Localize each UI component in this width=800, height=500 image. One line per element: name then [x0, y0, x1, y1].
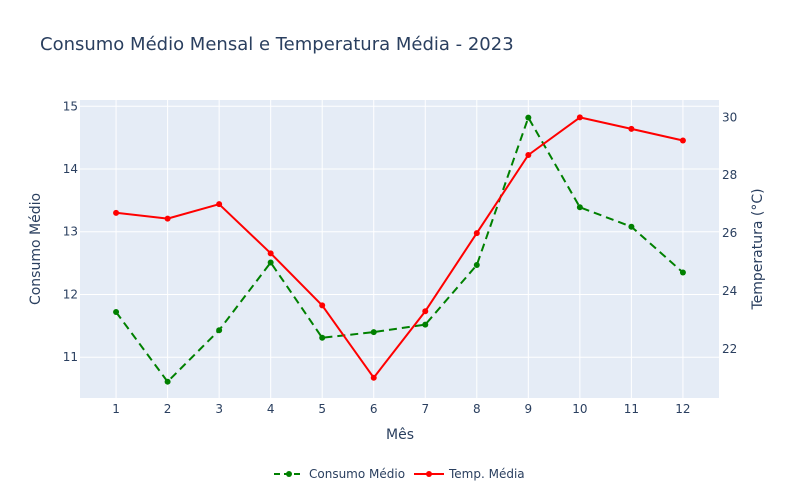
data-point-series-2 [525, 151, 532, 158]
x-tick-label: 4 [267, 402, 275, 416]
x-axis-title: Mês [386, 427, 414, 443]
y-tick-label: 13 [63, 225, 78, 239]
data-point-series-1 [216, 327, 223, 334]
x-tick-label: 10 [572, 402, 587, 416]
data-point-series-2 [422, 308, 429, 315]
data-point-series-1 [319, 334, 326, 341]
data-point-series-1 [113, 309, 120, 316]
data-point-series-1 [525, 114, 532, 121]
data-point-series-2 [216, 201, 223, 208]
data-point-series-1 [576, 204, 583, 211]
data-point-series-2 [113, 209, 120, 216]
x-tick-label: 12 [675, 402, 690, 416]
x-tick-label: 2 [164, 402, 172, 416]
data-point-series-2 [164, 215, 171, 222]
data-point-series-1 [628, 223, 635, 230]
y2-tick-label: 24 [722, 284, 737, 298]
data-point-series-1 [267, 259, 274, 266]
data-point-series-2 [628, 125, 635, 132]
y2-tick-label: 30 [722, 110, 737, 124]
y-tick-label: 14 [63, 162, 78, 176]
x-tick-label: 8 [473, 402, 481, 416]
series-line-1 [115, 116, 684, 383]
data-point-series-1 [422, 321, 429, 328]
y-tick-label: 12 [63, 287, 78, 301]
chart-title: Consumo Médio Mensal e Temperatura Média… [40, 34, 514, 55]
x-tick-label: 7 [421, 402, 429, 416]
data-point-series-1 [164, 378, 171, 385]
x-tick-label: 6 [370, 402, 378, 416]
x-tick-label: 9 [525, 402, 533, 416]
legend-marker-1 [286, 471, 292, 477]
data-point-series-2 [267, 250, 274, 257]
data-point-series-2 [473, 230, 480, 237]
legend: Consumo Médio Temp. Média [274, 467, 525, 481]
y2-tick-label: 28 [722, 168, 737, 182]
data-series [113, 114, 686, 385]
x-tick-label: 11 [624, 402, 639, 416]
y-tick-label: 15 [63, 99, 78, 113]
data-point-series-2 [370, 374, 377, 381]
x-tick-label: 1 [112, 402, 120, 416]
y2-axis-title: Temperatura (°C) [750, 188, 766, 310]
y2-tick-label: 26 [722, 226, 737, 240]
y2-tick-label: 22 [722, 342, 737, 356]
legend-label-1: Consumo Médio [309, 467, 405, 481]
data-point-series-1 [370, 329, 377, 336]
data-point-series-2 [576, 114, 583, 121]
data-point-series-2 [679, 137, 686, 144]
data-point-series-1 [679, 269, 686, 276]
x-tick-label: 5 [318, 402, 326, 416]
y-axis-title: Consumo Médio [28, 193, 44, 305]
gridlines [80, 100, 719, 398]
legend-marker-2 [426, 471, 432, 477]
x-tick-label: 3 [215, 402, 223, 416]
data-point-series-1 [473, 261, 480, 268]
legend-label-2: Temp. Média [448, 467, 525, 481]
series-line-2 [115, 116, 684, 379]
y-tick-label: 11 [63, 350, 78, 364]
plot-area [80, 100, 719, 398]
data-point-series-2 [319, 302, 326, 309]
